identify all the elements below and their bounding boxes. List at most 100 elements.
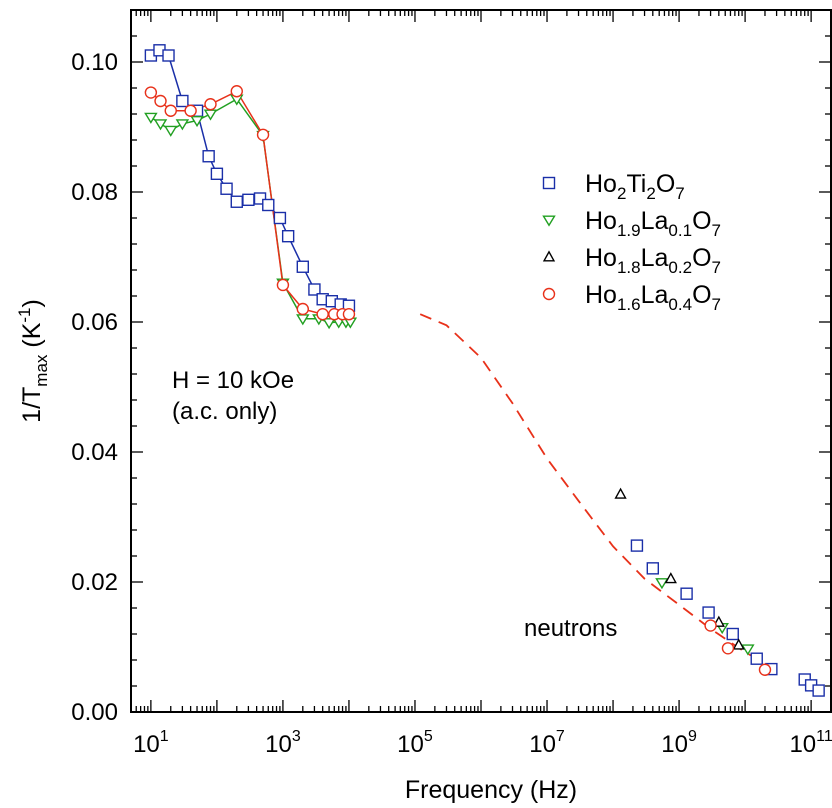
series-3-point bbox=[316, 308, 329, 321]
legend-label-subscript: 7 bbox=[712, 258, 721, 277]
legend-marker-1 bbox=[542, 215, 556, 227]
y-tick-label: 0.00 bbox=[71, 699, 118, 726]
series-1-point bbox=[190, 115, 204, 128]
x-tick-label-base: 10 bbox=[397, 731, 424, 758]
series-3-point bbox=[704, 619, 717, 632]
series-0-point bbox=[680, 587, 693, 600]
series-0-point bbox=[273, 211, 287, 225]
x-tick-label: 109 bbox=[661, 728, 697, 758]
series-3-point bbox=[154, 94, 167, 108]
x-tick-label-exp: 3 bbox=[292, 728, 301, 745]
y-axis-title-sub: max bbox=[32, 354, 51, 387]
series-0-point bbox=[646, 562, 660, 575]
y-axis-title-base: 1/T bbox=[18, 387, 46, 423]
series-3-point bbox=[721, 642, 735, 655]
legend-label-subscript: 7 bbox=[712, 221, 721, 240]
legend-label-2: Ho1.8La0.2O7 bbox=[585, 244, 721, 277]
series-1-point bbox=[655, 578, 669, 590]
neutrons-annotation: neutrons bbox=[524, 615, 617, 642]
series-2-point bbox=[732, 638, 745, 650]
series-3-point bbox=[144, 86, 158, 99]
legend-marker-2 bbox=[542, 250, 556, 262]
y-tick-label: 0.02 bbox=[71, 569, 118, 596]
legend-label-subscript: 1.6 bbox=[617, 295, 641, 314]
x-tick-label-base: 10 bbox=[529, 731, 556, 758]
x-tick-label-base: 10 bbox=[661, 731, 688, 758]
x-tick-label-exp: 11 bbox=[816, 728, 832, 745]
legend-label-subscript: 1.8 bbox=[617, 258, 641, 277]
legend-label-text: La bbox=[641, 244, 669, 272]
series-1-point bbox=[144, 112, 158, 124]
y-axis-title-unit-close: ) bbox=[18, 299, 46, 307]
series-3-point bbox=[184, 104, 197, 117]
plot-frame bbox=[130, 9, 832, 713]
dashed-fit-curve bbox=[419, 313, 778, 671]
series-0-point bbox=[812, 684, 825, 697]
legend-label-text: La bbox=[641, 207, 669, 235]
series-0-point bbox=[702, 606, 715, 619]
series-0-point bbox=[726, 627, 739, 641]
series-0-point bbox=[296, 260, 310, 273]
y-axis-title-unit: (K bbox=[18, 322, 46, 354]
x-tick-label: 1011 bbox=[789, 728, 832, 758]
x-tick-label-base: 10 bbox=[133, 731, 160, 758]
series-0-point bbox=[281, 229, 295, 243]
x-tick-label-exp: 7 bbox=[556, 728, 565, 745]
x-tick-label: 101 bbox=[133, 728, 169, 758]
series-2-point bbox=[664, 572, 677, 584]
series-0-point bbox=[242, 193, 255, 207]
legend-label-3: Ho1.6La0.4O7 bbox=[585, 281, 721, 314]
series-0-line bbox=[150, 49, 350, 307]
series-0-point bbox=[253, 192, 267, 205]
legend-label-text: O bbox=[692, 281, 711, 309]
legend-label-subscript: 1.9 bbox=[617, 221, 641, 240]
legend-label-subscript: 0.4 bbox=[668, 295, 692, 314]
x-tick-label-exp: 9 bbox=[688, 728, 697, 745]
x-tick-label-exp: 5 bbox=[424, 728, 433, 745]
x-tick-label-exp: 1 bbox=[160, 728, 169, 745]
field-annotation: H = 10 kOe bbox=[172, 367, 294, 394]
series-3-point bbox=[276, 278, 290, 292]
series-1-point bbox=[164, 125, 178, 137]
x-axis-title: Frequency (Hz) bbox=[405, 776, 577, 804]
series-0-point bbox=[220, 182, 233, 195]
legend-label-text: O bbox=[656, 170, 675, 198]
y-tick-label: 0.06 bbox=[71, 309, 118, 336]
legend-label-text: Ho bbox=[585, 170, 617, 198]
x-tick-label: 107 bbox=[529, 728, 565, 758]
series-0-point bbox=[750, 652, 763, 665]
series-3-point bbox=[256, 128, 270, 142]
legend-label-subscript: 2 bbox=[646, 184, 655, 203]
y-tick-label: 0.10 bbox=[71, 49, 118, 76]
series-1-point bbox=[203, 109, 218, 121]
series-0-point bbox=[262, 198, 275, 212]
legend-label-1: Ho1.9La0.1O7 bbox=[585, 207, 721, 240]
legend-label-subscript: 0.1 bbox=[668, 221, 692, 240]
series-3-point bbox=[230, 85, 243, 98]
series-1-point bbox=[741, 644, 755, 656]
series-1-point bbox=[322, 318, 336, 330]
y-tick-label: 0.04 bbox=[71, 439, 118, 466]
legend-label-subscript: 2 bbox=[617, 184, 626, 203]
series-0-point bbox=[630, 539, 644, 552]
series-3-point bbox=[342, 308, 356, 321]
field-annotation-note: (a.c. only) bbox=[172, 398, 277, 425]
legend-label-text: O bbox=[692, 244, 711, 272]
series-1-point bbox=[175, 119, 190, 131]
x-tick-label: 103 bbox=[265, 728, 301, 758]
y-axis-title-unit-exp: -1 bbox=[15, 308, 34, 323]
legend-label-text: O bbox=[692, 207, 711, 235]
legend-label-text: Ho bbox=[585, 207, 617, 235]
legend-label-text: Ti bbox=[626, 170, 646, 198]
series-1-point bbox=[153, 119, 168, 131]
legend-marker-0 bbox=[542, 176, 556, 190]
legend-label-text: Ho bbox=[585, 281, 617, 309]
series-0-point bbox=[176, 94, 189, 108]
legend-marker-3 bbox=[542, 287, 556, 301]
legend-label-text: Ho bbox=[585, 244, 617, 272]
series-0-point bbox=[308, 283, 321, 296]
series-3-point bbox=[758, 663, 772, 676]
legend-label-text: La bbox=[641, 281, 669, 309]
x-tick-label-base: 10 bbox=[789, 731, 816, 758]
series-0-point bbox=[230, 195, 243, 208]
